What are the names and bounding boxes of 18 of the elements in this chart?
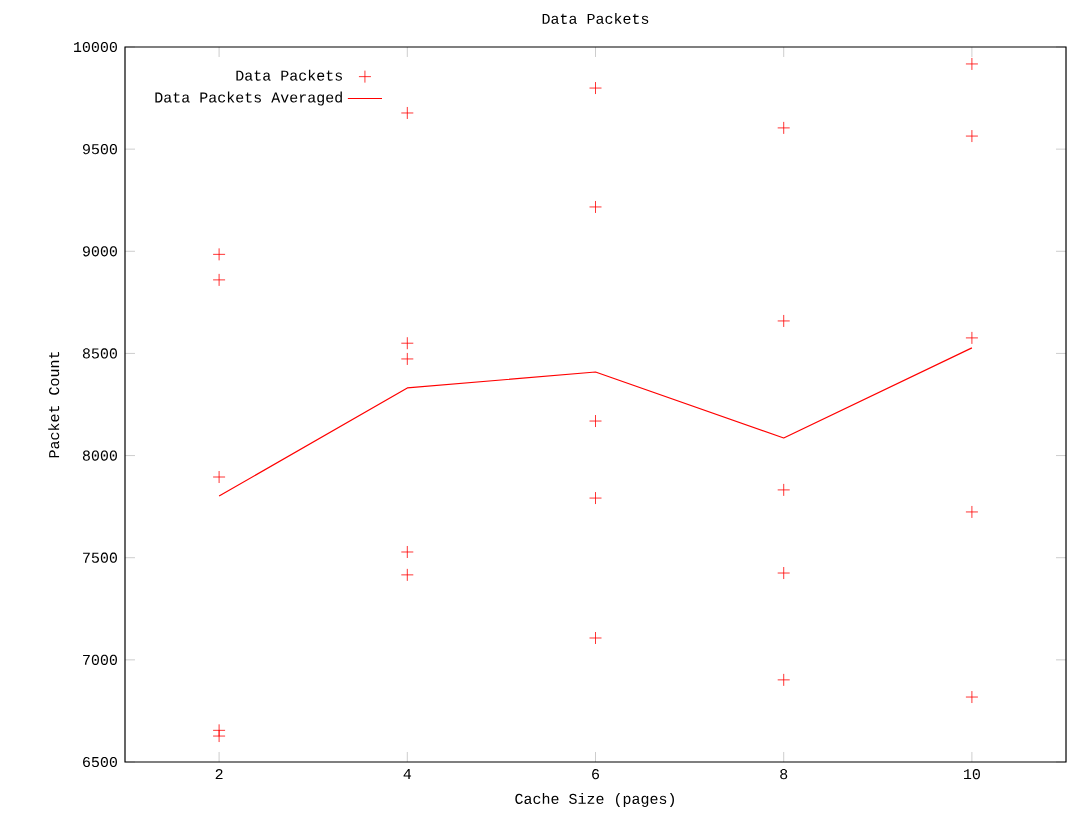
x-axis-title: Cache Size (pages) [515,792,674,807]
x-tick-label: 4 [403,769,412,779]
y-tick-label: 9500 [82,144,117,155]
y-tick-label: 6500 [83,756,117,768]
y-tick-label: 7000 [83,654,117,665]
x-tick-label: 8 [780,769,788,780]
y-tick-label: 8500 [82,348,117,359]
legend-label: Data Packets Averaged [155,91,342,106]
chart-title: Data Packets [542,12,649,24]
y-tick-label: 9000 [82,246,117,257]
y-tick-label: 7500 [83,552,117,563]
x-tick-label: 2 [215,769,223,780]
y-tick-label: 8000 [82,450,117,461]
x-tick-label: 10 [964,769,980,780]
y-axis-title: Packet Count [48,352,60,458]
y-tick-label: 10000 [74,41,117,53]
x-tick-label: 6 [592,769,600,780]
legend-label: Data Packets [236,69,342,81]
